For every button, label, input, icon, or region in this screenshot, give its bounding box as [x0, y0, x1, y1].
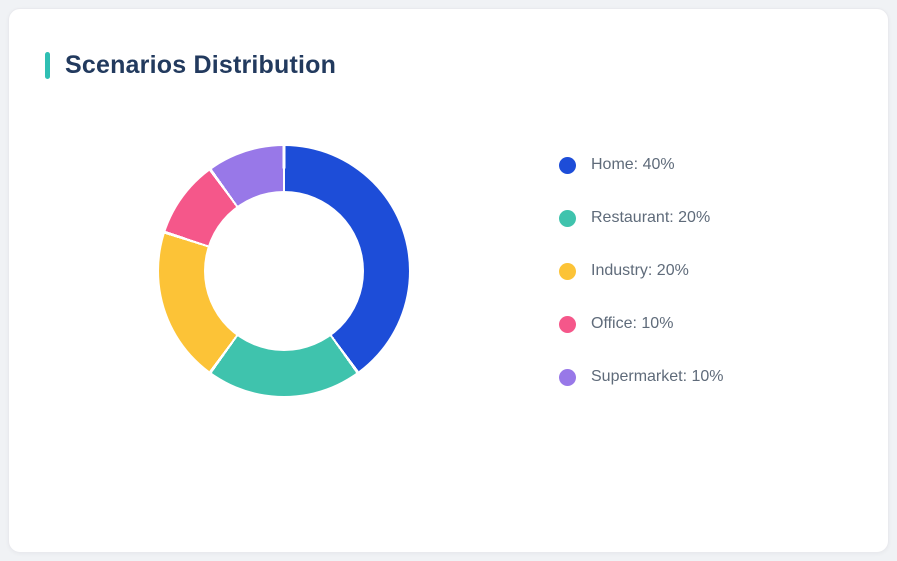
legend-item[interactable]: Restaurant: 20%	[559, 209, 724, 227]
legend-swatch	[559, 262, 576, 280]
donut-hole	[204, 191, 364, 351]
legend-label: Industry: 20%	[591, 262, 689, 279]
legend-label: Restaurant: 20%	[591, 209, 711, 226]
scenarios-distribution-card: Scenarios Distribution Home: 40% Restaura…	[8, 8, 889, 553]
title-accent-bar	[45, 52, 50, 79]
legend-item[interactable]: Industry: 20%	[559, 262, 724, 280]
chart-legend: Home: 40% Restaurant: 20% Industry: 20% Off…	[559, 156, 724, 386]
card-header: Scenarios Distribution	[9, 9, 888, 80]
donut-chart-wrapper	[159, 146, 409, 396]
donut-chart[interactable]	[159, 146, 409, 396]
legend-item[interactable]: Supermarket: 10%	[559, 368, 724, 386]
legend-swatch	[559, 156, 576, 174]
legend-label: Office: 10%	[591, 315, 674, 332]
legend-label: Supermarket: 10%	[591, 368, 724, 385]
legend-swatch	[559, 368, 576, 386]
legend-label: Home: 40%	[591, 156, 675, 173]
legend-swatch	[559, 209, 576, 227]
legend-item[interactable]: Home: 40%	[559, 156, 724, 174]
legend-item[interactable]: Office: 10%	[559, 315, 724, 333]
chart-content: Home: 40% Restaurant: 20% Industry: 20% Off…	[9, 146, 888, 396]
page-title: Scenarios Distribution	[65, 51, 337, 79]
legend-swatch	[559, 315, 576, 333]
